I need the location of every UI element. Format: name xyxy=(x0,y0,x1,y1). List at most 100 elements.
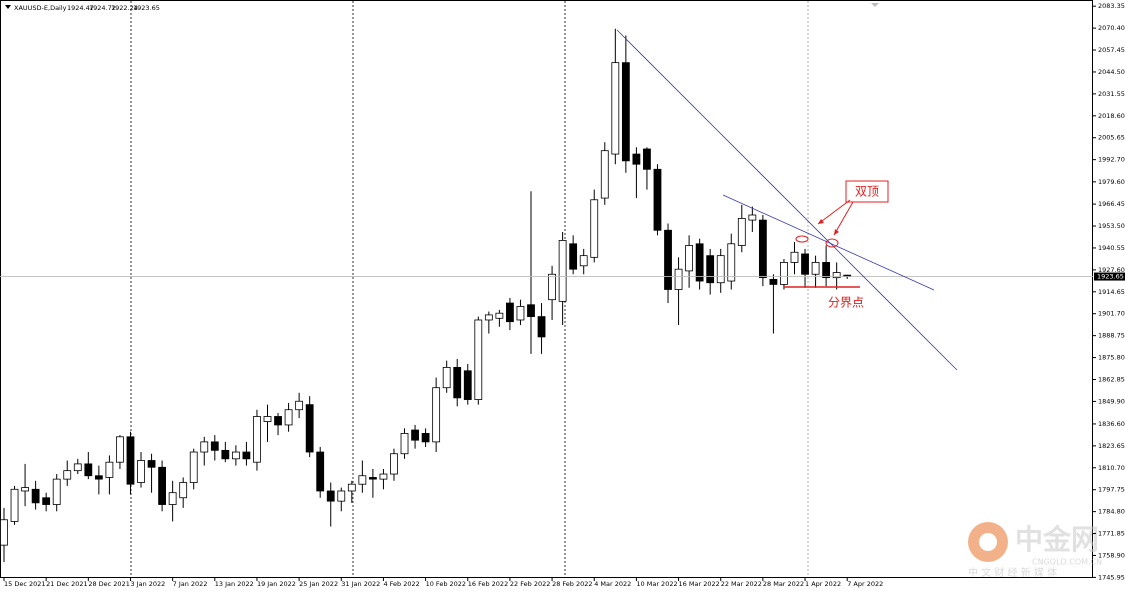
candle-body xyxy=(63,470,72,480)
y-tick-label: 2070.40 xyxy=(1098,24,1125,32)
plot xyxy=(0,28,1093,563)
candle-body xyxy=(368,477,377,480)
y-tick-label: 1836.60 xyxy=(1098,420,1125,428)
candle-body xyxy=(727,243,736,282)
candle-body xyxy=(116,436,124,463)
candle-body xyxy=(390,453,398,475)
y-tick-label: 1745.95 xyxy=(1098,573,1125,581)
header-open: 1924.47 xyxy=(67,4,94,12)
candle-body xyxy=(411,429,419,441)
candle-body xyxy=(189,451,198,483)
y-tick-label: 1992.70 xyxy=(1098,156,1125,164)
top-marker xyxy=(795,235,809,243)
candle-body xyxy=(790,251,799,263)
watermark-site: CNGOLD.COM.CN xyxy=(1032,558,1102,567)
candle-body xyxy=(737,218,746,246)
candle-body xyxy=(231,451,240,460)
header-close: 1923.65 xyxy=(133,4,160,12)
x-tick-label: 13 Jan 2022 xyxy=(215,580,254,588)
candle-body xyxy=(453,366,462,399)
candle-body xyxy=(674,268,683,290)
candle-body xyxy=(548,273,556,301)
x-tick-label: 1 Apr 2022 xyxy=(805,580,841,588)
candle-body xyxy=(421,433,430,443)
shift-marker[interactable] xyxy=(871,3,879,7)
candle-body xyxy=(326,490,335,502)
candle-body xyxy=(284,409,293,426)
candle-body xyxy=(537,316,546,338)
y-tick-label: 1914.65 xyxy=(1098,288,1125,296)
y-tick-label: 1810.70 xyxy=(1098,464,1125,472)
price-tag xyxy=(1094,272,1125,281)
y-tick-label: 1875.80 xyxy=(1098,354,1125,362)
candle-body xyxy=(506,302,514,323)
y-tick-label: 1979.60 xyxy=(1098,178,1125,186)
candle-body xyxy=(263,416,272,422)
candle-body xyxy=(84,463,93,477)
x-tick-label: 7 Jan 2022 xyxy=(173,580,208,588)
y-tick-label: 1758.90 xyxy=(1098,551,1125,559)
arrow xyxy=(817,199,851,225)
x-tick-label: 4 Feb 2022 xyxy=(383,580,419,588)
candle-body xyxy=(621,62,630,162)
candle-body xyxy=(780,262,788,285)
y-tick-label: 2018.60 xyxy=(1098,112,1125,120)
arrow xyxy=(833,201,854,236)
y-tick-label: 1927.60 xyxy=(1098,266,1125,274)
candle-body xyxy=(42,497,51,505)
x-tick-label: 21 Dec 2021 xyxy=(46,580,88,588)
candle-body xyxy=(801,253,809,275)
candle-body xyxy=(347,483,356,492)
x-tick-label: 31 Jan 2022 xyxy=(341,580,380,588)
annotation: 分界点 xyxy=(828,296,864,310)
x-tick-label: 7 Apr 2022 xyxy=(847,580,883,588)
candle-body xyxy=(158,466,167,505)
candle-body xyxy=(105,461,114,478)
candle-body xyxy=(221,449,230,460)
x-tick-label: 28 Mar 2022 xyxy=(763,580,804,588)
period-separators xyxy=(130,1,809,577)
candle-body xyxy=(643,148,651,170)
arrow-head xyxy=(818,219,839,235)
candle-body xyxy=(274,416,282,426)
y-tick-label: 1888.75 xyxy=(1098,332,1125,340)
candle-body xyxy=(242,451,251,460)
candle-body xyxy=(305,404,314,453)
x-tick-label: 16 Feb 2022 xyxy=(468,580,508,588)
x-tick-label: 10 Mar 2022 xyxy=(636,580,677,588)
candle-body xyxy=(168,492,177,505)
symbol-label: XAUUSD-E,Daily xyxy=(14,4,67,12)
trend-line xyxy=(616,29,958,371)
candle-body xyxy=(358,475,367,485)
x-tick-label: 3 Jan 2022 xyxy=(130,580,165,588)
candle-body xyxy=(579,255,588,267)
top-marker xyxy=(825,238,839,248)
candle-body xyxy=(295,400,304,411)
candle-body xyxy=(463,370,472,400)
x-tick-label: 16 Mar 2022 xyxy=(679,580,720,588)
candle-body xyxy=(558,240,567,302)
candle-body xyxy=(822,262,831,279)
candle-body xyxy=(200,441,209,453)
candle-body xyxy=(210,441,219,451)
logo xyxy=(979,533,997,551)
candle-body xyxy=(811,262,820,275)
collapse-icon[interactable] xyxy=(5,5,11,9)
candle-body xyxy=(653,168,662,231)
candle-body xyxy=(73,463,82,472)
candle-body xyxy=(769,278,778,285)
y-tick-label: 1849.90 xyxy=(1098,397,1125,405)
candle-body xyxy=(10,488,19,522)
x-tick-label: 28 Feb 2022 xyxy=(552,580,592,588)
y-tick-label: 1966.45 xyxy=(1098,200,1125,208)
price-tag-label: 1923.65 xyxy=(1097,273,1124,281)
candle-body xyxy=(716,255,725,284)
candle-body xyxy=(126,436,135,485)
candle-body xyxy=(706,255,715,284)
x-tick-label: 15 Dec 2021 xyxy=(4,580,46,588)
y-tick-label: 2044.50 xyxy=(1098,68,1125,76)
candle-body xyxy=(516,306,525,321)
candle-body xyxy=(21,487,29,492)
candle-body xyxy=(685,245,693,272)
